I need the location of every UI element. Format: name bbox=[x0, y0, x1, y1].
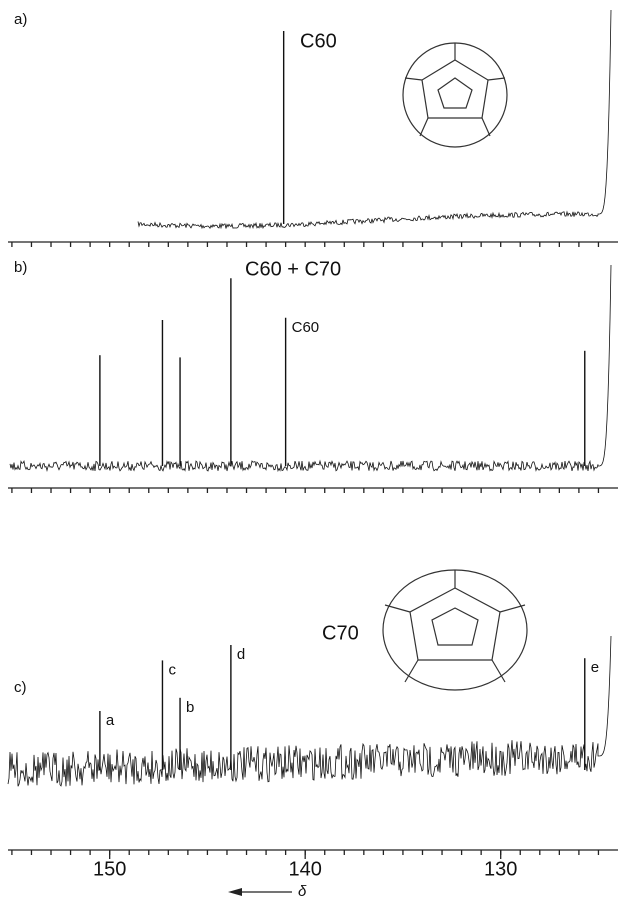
peak-label: e bbox=[591, 659, 599, 676]
panel-title: C60 bbox=[300, 30, 337, 52]
panel-label: b) bbox=[14, 259, 27, 276]
axis-arrowhead bbox=[228, 888, 242, 896]
spectrum-noise bbox=[8, 636, 611, 786]
x-axis-label: δ bbox=[298, 883, 307, 900]
figure: a) C60 b) C60 + C70 C60 c) C70 a c b d e 150 140 130 δ bbox=[0, 0, 621, 901]
peak-label: d bbox=[237, 646, 245, 663]
peak-label: c bbox=[168, 661, 176, 678]
x-tick-label: 140 bbox=[288, 858, 321, 880]
c70-molecule bbox=[383, 570, 527, 690]
panel-title: C60 + C70 bbox=[245, 258, 341, 280]
page: a)C60b)C60 + C70C60c)C70acbde150140130δ … bbox=[0, 0, 621, 901]
peak-label: b bbox=[186, 699, 194, 716]
c60-molecule bbox=[403, 43, 507, 147]
peak-label: a bbox=[106, 712, 115, 729]
spectrum-noise bbox=[138, 10, 611, 229]
x-tick-label: 130 bbox=[484, 858, 517, 880]
panel-title: C70 bbox=[322, 622, 359, 644]
panel-label: a) bbox=[14, 11, 27, 28]
panel-label: c) bbox=[14, 679, 27, 696]
x-tick-label: 150 bbox=[93, 858, 126, 880]
peak-label: C60 bbox=[292, 319, 320, 336]
